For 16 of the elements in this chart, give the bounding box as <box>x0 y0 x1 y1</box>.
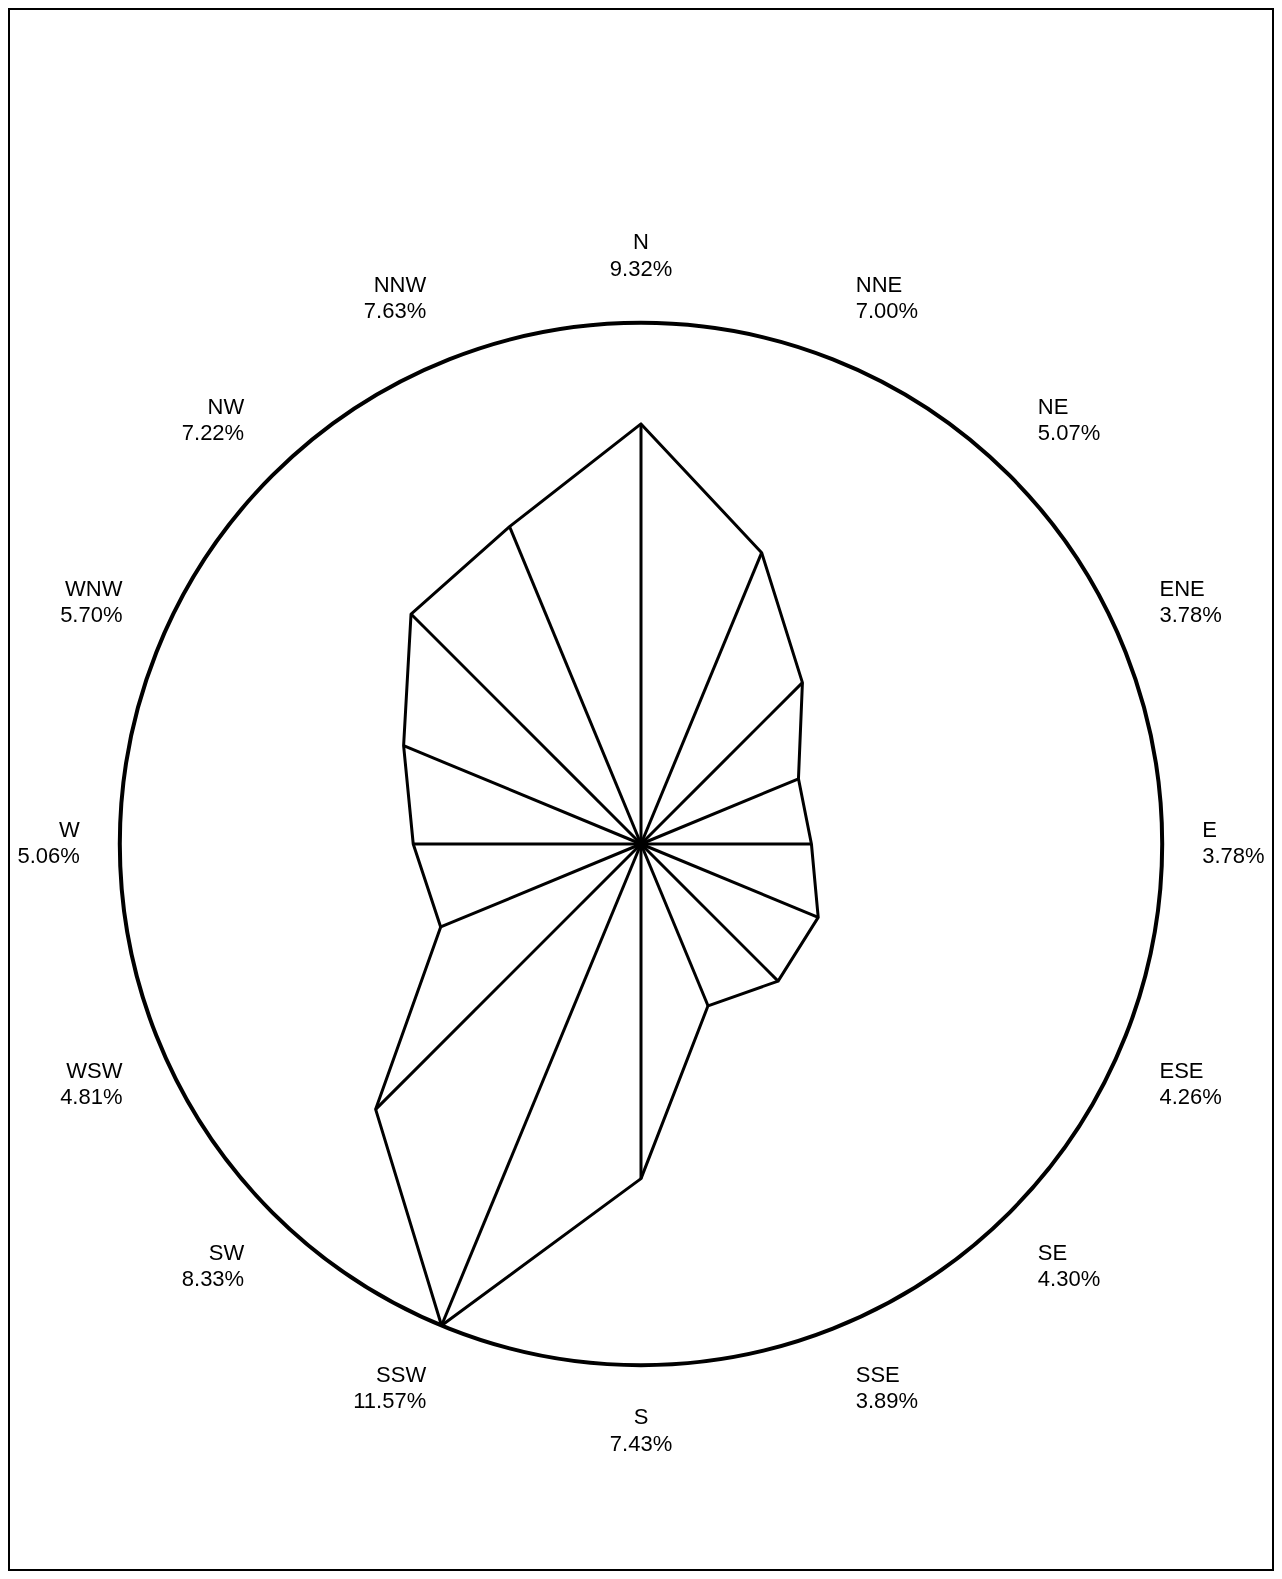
spoke-label: SW 8.33% <box>181 1240 245 1292</box>
spoke-label: S 7.43% <box>609 1404 673 1456</box>
spoke-label: SSE 3.89% <box>855 1361 919 1414</box>
spoke-label: WNW 5.70% <box>60 575 123 628</box>
spoke-label: E 3.78% <box>1202 816 1265 869</box>
spoke-label: SE 4.30% <box>1037 1240 1101 1292</box>
spoke-label: SSW 11.57% <box>353 1361 427 1414</box>
spoke-label: N 9.32% <box>609 229 673 281</box>
spoke-label: NW 7.22% <box>181 393 245 446</box>
spoke-label: ENE 3.78% <box>1159 575 1222 628</box>
spoke-label: NE 5.07% <box>1037 393 1101 446</box>
spoke-label: WSW 4.81% <box>60 1058 123 1110</box>
spoke-label: W 5.06% <box>17 816 81 869</box>
spoke-label: ESE 4.26% <box>1159 1058 1222 1110</box>
spoke-label: NNW 7.63% <box>363 271 427 324</box>
spoke-label: NNE 7.00% <box>855 271 919 324</box>
